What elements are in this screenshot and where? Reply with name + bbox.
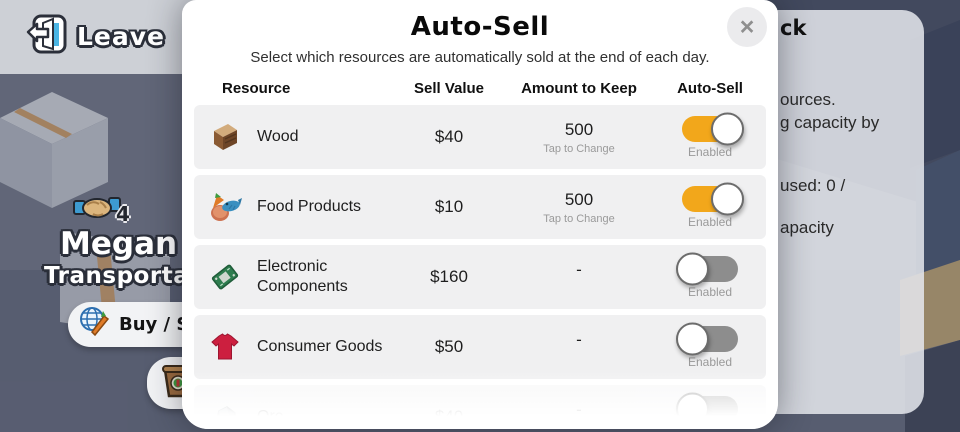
amount-to-keep-cell[interactable]: 500 Tap to Change xyxy=(504,120,654,155)
toggle-label: Enabled xyxy=(687,354,733,369)
amount-to-keep-cell[interactable]: - xyxy=(504,260,654,295)
resource-cell: Wood xyxy=(194,119,394,155)
leave-button[interactable]: Leave xyxy=(26,13,165,60)
sell-value: $160 xyxy=(430,267,468,286)
tshirt-icon xyxy=(211,333,239,360)
tap-to-change-hint: Tap to Change xyxy=(543,142,615,155)
amount-to-keep-value: 500 xyxy=(564,189,594,209)
truck-panel-title-fragment: ck xyxy=(780,16,807,40)
sell-value: $10 xyxy=(434,197,464,216)
resource-cell: Ore xyxy=(194,399,394,429)
amount-to-keep-cell[interactable]: - xyxy=(504,400,654,430)
auto-sell-cell: Enabled xyxy=(654,112,766,159)
exit-door-icon xyxy=(26,13,68,60)
table-row-ore: Ore $40 - Enabled xyxy=(194,385,766,429)
resource-name: Ore xyxy=(257,408,284,425)
resource-cell: Consumer Goods xyxy=(194,329,394,365)
vendor-subtitle: Transporta xyxy=(44,263,190,289)
column-header-resource: Resource xyxy=(222,80,291,97)
column-header-auto-sell: Auto-Sell xyxy=(677,80,743,97)
truck-panel-text-fragment: used: 0 / xyxy=(780,176,846,195)
modal-title: Auto-Sell xyxy=(410,12,550,42)
truck-panel-text-fragment: apacity xyxy=(780,218,834,237)
auto-sell-cell: Enabled xyxy=(654,322,766,369)
globe-carrot-icon xyxy=(77,305,111,344)
table-row-consumer-goods: Consumer Goods $50 - Enabled xyxy=(194,315,766,379)
table-row-food-products: Food Products $10 500 Tap to Change Enab… xyxy=(194,175,766,239)
toggle-label: Enabled xyxy=(688,425,732,430)
sell-value: $40 xyxy=(434,127,464,146)
resource-name: Consumer Goods xyxy=(257,338,383,355)
amount-to-keep-value: - xyxy=(576,399,582,419)
toggle-knob xyxy=(676,322,709,355)
food-icon xyxy=(211,193,242,221)
amount-to-keep-value: 500 xyxy=(564,119,594,139)
column-header-sell-value: Sell Value xyxy=(413,80,485,97)
toggle-knob xyxy=(676,392,709,425)
vendor-name: Megan xyxy=(60,226,178,262)
amount-to-keep-value: - xyxy=(576,259,582,279)
leave-button-label: Leave xyxy=(77,22,166,51)
toggle-knob xyxy=(711,112,744,145)
tap-to-change-hint xyxy=(504,423,654,430)
handshake-icon xyxy=(72,188,122,233)
vendor-level-badge: 4 xyxy=(116,202,130,226)
auto-sell-toggle[interactable] xyxy=(682,182,744,215)
table-header: Resource Sell Value Amount to Keep Auto-… xyxy=(194,80,766,97)
tap-to-change-hint: Tap to Change xyxy=(543,212,615,225)
resource-cell: Food Products xyxy=(194,189,394,225)
sell-value: $50 xyxy=(434,337,464,356)
auto-sell-toggle[interactable] xyxy=(682,112,744,145)
toggle-label: Enabled xyxy=(687,284,733,299)
close-icon: × xyxy=(739,12,755,41)
truck-panel-text-fragment: ources. xyxy=(780,90,836,109)
amount-to-keep-cell[interactable]: 500 Tap to Change xyxy=(504,190,654,225)
tap-to-change-hint xyxy=(504,283,654,295)
toggle-label: Enabled xyxy=(687,144,733,159)
ore-icon xyxy=(214,406,236,429)
auto-sell-modal: × Auto-Sell Select which resources are a… xyxy=(182,0,778,429)
table-row-wood: Wood $40 500 Tap to Change Enabled xyxy=(194,105,766,169)
sell-value: $40 xyxy=(434,407,464,426)
amount-to-keep-cell[interactable]: - xyxy=(504,330,654,365)
auto-sell-toggle[interactable] xyxy=(676,252,738,285)
resource-cell: Electronic Components xyxy=(194,257,394,297)
toggle-knob xyxy=(711,182,744,215)
modal-subtitle: Select which resources are automatically… xyxy=(250,49,710,66)
resource-name: Electronic Components xyxy=(257,258,348,295)
circuit-board-icon xyxy=(211,264,239,290)
column-header-amount-to-keep: Amount to Keep xyxy=(521,80,637,97)
tap-to-change-hint xyxy=(504,353,654,365)
amount-to-keep-value: - xyxy=(576,329,582,349)
resource-list: Wood $40 500 Tap to Change Enabled xyxy=(194,105,766,429)
auto-sell-cell: Enabled xyxy=(654,252,766,299)
toggle-knob xyxy=(676,252,709,285)
auto-sell-cell: Enabled xyxy=(654,392,766,430)
auto-sell-cell: Enabled xyxy=(654,182,766,229)
table-row-electronic-components: Electronic Components $160 - Enabled xyxy=(194,245,766,309)
close-button[interactable]: × xyxy=(727,7,767,47)
resource-name: Wood xyxy=(257,128,299,145)
truck-panel-text-fragment: g capacity by xyxy=(780,113,880,132)
auto-sell-toggle[interactable] xyxy=(676,392,738,425)
auto-sell-toggle[interactable] xyxy=(676,322,738,355)
resource-name: Food Products xyxy=(257,198,362,215)
toggle-label: Enabled xyxy=(687,214,733,229)
wood-icon xyxy=(214,124,237,150)
